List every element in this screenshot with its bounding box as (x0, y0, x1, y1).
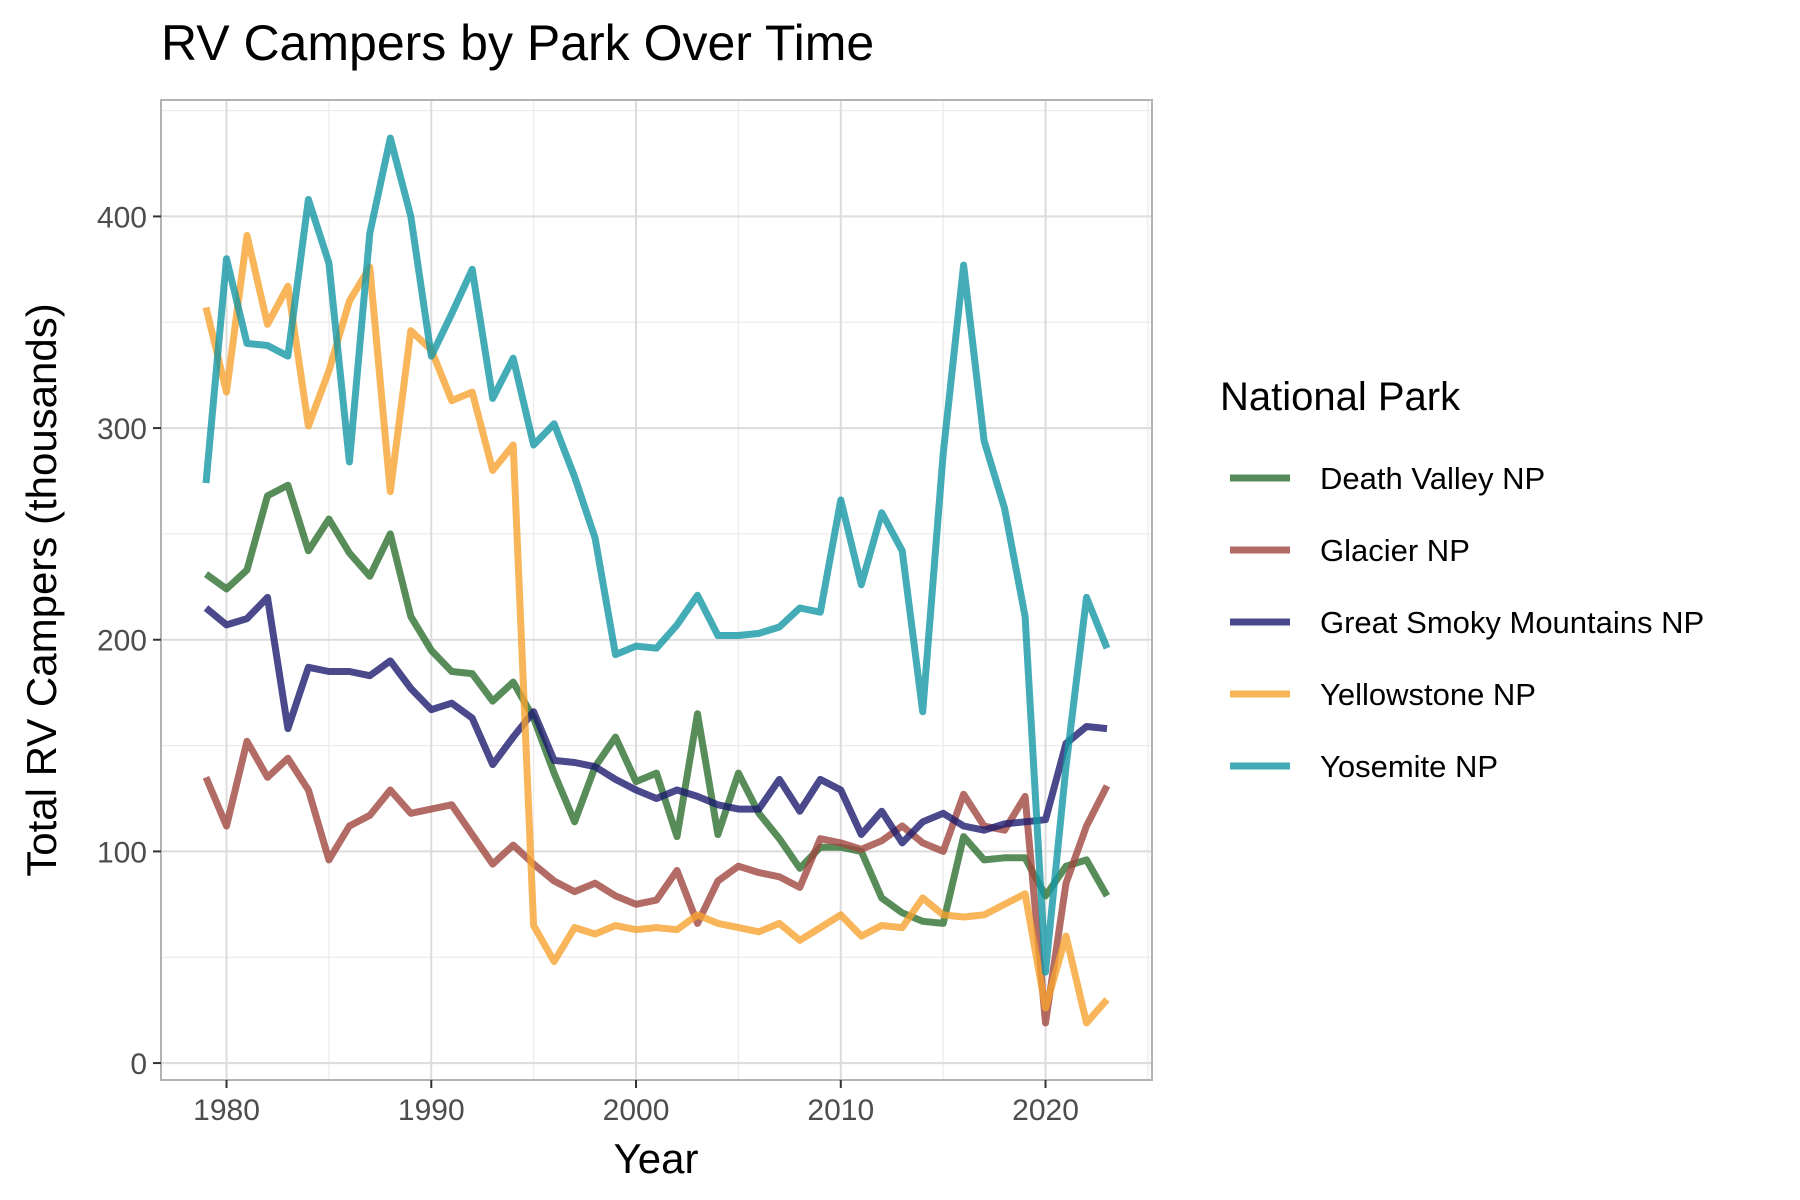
legend-label: Great Smoky Mountains NP (1320, 605, 1704, 640)
legend-title: National Park (1220, 375, 1461, 419)
y-tick-label: 200 (97, 625, 147, 658)
y-axis-title: Total RV Campers (thousands) (18, 303, 65, 876)
legend-item-great-smoky-mountains-np: Great Smoky Mountains NP (1230, 605, 1704, 640)
series-line-glacier-np (202, 737, 1111, 1027)
x-tick-label: 2010 (807, 1094, 874, 1127)
legend-label: Glacier NP (1320, 533, 1470, 568)
series-line-great-smoky-mountains-np (203, 593, 1108, 847)
legend-label: Death Valley NP (1320, 461, 1545, 496)
legend-item-death-valley-np: Death Valley NP (1230, 461, 1545, 496)
x-axis-title: Year (614, 1135, 699, 1182)
legend-item-yellowstone-np: Yellowstone NP (1230, 677, 1536, 712)
legend-item-glacier-np: Glacier NP (1230, 533, 1470, 568)
series-lines (202, 134, 1111, 1027)
plot-panel-border (160, 99, 1153, 1081)
x-tick-label: 2020 (1012, 1094, 1079, 1127)
legend-items: Death Valley NP Glacier NP Great Smoky Mou… (1230, 461, 1704, 784)
series-line-yellowstone-np (202, 232, 1110, 1027)
y-tick-label: 0 (130, 1048, 147, 1081)
legend: National Park Death Valley NP Glacier NP G… (1220, 375, 1704, 784)
x-tick-label: 2000 (603, 1094, 670, 1127)
x-tick-label: 1990 (398, 1094, 465, 1127)
legend-label: Yellowstone NP (1320, 677, 1536, 712)
axes: 1980 1990 2000 2010 2020 0 100 200 300 400 (97, 201, 1079, 1127)
legend-label: Yosemite NP (1320, 749, 1498, 784)
y-tick-label: 400 (97, 201, 147, 234)
grid (161, 100, 1152, 1080)
y-tick-label: 100 (97, 836, 147, 869)
y-tick-label: 300 (97, 413, 147, 446)
series-line-yosemite-np (202, 134, 1111, 976)
x-tick-label: 1980 (193, 1094, 260, 1127)
chart-title: RV Campers by Park Over Time (161, 15, 874, 71)
legend-item-yosemite-np: Yosemite NP (1230, 749, 1498, 784)
series-line-death-valley-np (203, 481, 1111, 927)
